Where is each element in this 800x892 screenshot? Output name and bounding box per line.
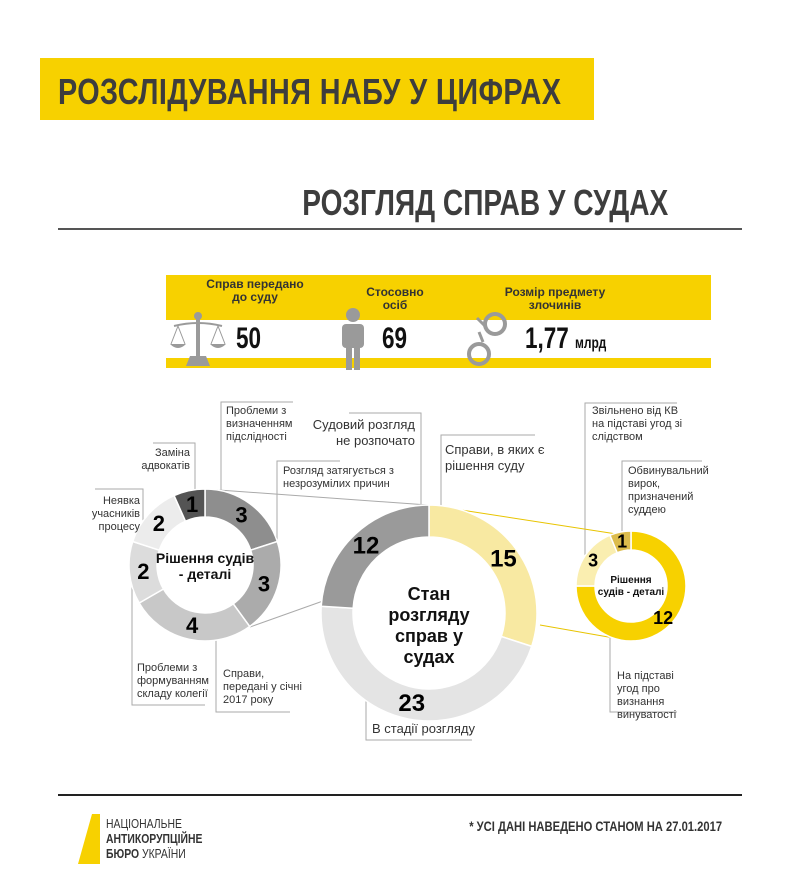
person-icon [342, 308, 364, 370]
segment-value-label: 23 [398, 690, 425, 717]
scales-icon [170, 312, 226, 366]
donut-segment [320, 504, 430, 610]
callout-line [153, 442, 196, 490]
logo-line-3: БЮРО УКРАЇНИ [106, 846, 186, 861]
segment-value-label: 3 [258, 572, 270, 597]
callout-line [215, 630, 290, 713]
donut-segment [173, 488, 206, 523]
callout-jurisdiction: Проблеми з визначенням підслідності [226, 405, 293, 443]
footnote: * УСІ ДАНІ НАВЕДЕНО СТАНОМ НА 27.01.2017 [469, 818, 722, 834]
stats-bar [166, 275, 711, 320]
donut-segment [608, 530, 632, 554]
segment-value-label: 2 [137, 559, 149, 584]
callout-verdict: Обвинувальний вирок, призначений суддею [628, 465, 709, 516]
stat-value-amount: 1,77 млрд [525, 322, 606, 356]
stat-value-cases: 50 [236, 322, 262, 355]
page-title: РОЗСЛІДУВАННЯ НАБУ У ЦИФРАХ [58, 71, 562, 112]
donut-court-decisions-details-right: 12 31 [575, 530, 687, 642]
connector-line [204, 488, 429, 506]
right-donut-title: Рішення судів - деталі [597, 575, 665, 598]
callout-released: Звільнено від КВ на підставі угод зі слі… [592, 405, 683, 443]
amount-unit: млрд [575, 335, 607, 352]
callout-panel: Проблеми з формуванням складу колегії [137, 662, 209, 700]
logo-line-2: АНТИКОРУПЦІЙНЕ [106, 831, 203, 846]
callout-line [349, 412, 422, 520]
segment-value-label: 3 [235, 502, 247, 527]
callout-line [440, 434, 535, 520]
logo-bureau: БЮРО [106, 846, 140, 861]
amount-number: 1,77 [525, 322, 569, 355]
donut-segment [320, 605, 533, 722]
stats-bar-bottom [166, 358, 711, 368]
callout-not-started: Судовий розгляд не розпочато [312, 417, 415, 448]
callout-line [609, 638, 677, 713]
segment-value-label: 2 [153, 511, 165, 536]
segment-value-label: 1 [617, 531, 627, 551]
callout-decided: Справи, в яких є рішення суду [445, 442, 545, 473]
section-title: РОЗГЛЯД СПРАВ У СУДАХ [301, 182, 668, 223]
callout-january: Справи, передані у січні 2017 року [223, 668, 302, 706]
left-donut-title: Рішення судів - деталі [155, 550, 255, 582]
main-donut-title: Стан розгляду справ у судах [388, 584, 470, 667]
callout-line [131, 562, 205, 706]
segment-value-label: 12 [653, 608, 673, 628]
segment-value-label: 12 [353, 532, 380, 559]
segment-value-label: 3 [588, 551, 598, 571]
handcuffs-icon [467, 312, 507, 366]
segment-value-label: 15 [490, 545, 517, 572]
callout-line [621, 460, 702, 535]
callout-line [220, 401, 293, 490]
stat-label-cases: Справ передано до суду [206, 277, 304, 304]
footer-divider [58, 794, 742, 796]
divider [58, 228, 742, 230]
callout-delay: Розгляд затягується з незрозумілих причи… [283, 465, 394, 490]
donut-case-status: 15 23 12 [320, 504, 538, 722]
callout-in-progress: В стадії розгляду [372, 721, 475, 736]
logo-ukraine: УКРАЇНИ [142, 846, 186, 861]
connector-line [249, 600, 324, 628]
callout-absence: Неявка учасників процесу [91, 495, 140, 533]
stat-value-persons: 69 [382, 322, 408, 355]
stat-label-persons: Стосовно осіб [366, 285, 424, 312]
callout-line [276, 460, 340, 568]
stat-label-amount: Розмір предмету злочинів [504, 285, 606, 312]
donut-segment [575, 530, 687, 642]
title-band: РОЗСЛІДУВАННЯ НАБУ У ЦИФРАХ [40, 58, 594, 120]
segment-value-label: 1 [186, 492, 198, 517]
callout-plea-deals: На підставі угод про визнання винуватост… [617, 670, 677, 721]
callout-lawyers: Заміна адвокатів [141, 447, 190, 472]
logo-line-1: НАЦІОНАЛЬНЕ [106, 816, 182, 831]
callout-line [584, 402, 677, 568]
nabu-logo-mark [78, 814, 100, 864]
segment-value-label: 4 [186, 613, 199, 638]
